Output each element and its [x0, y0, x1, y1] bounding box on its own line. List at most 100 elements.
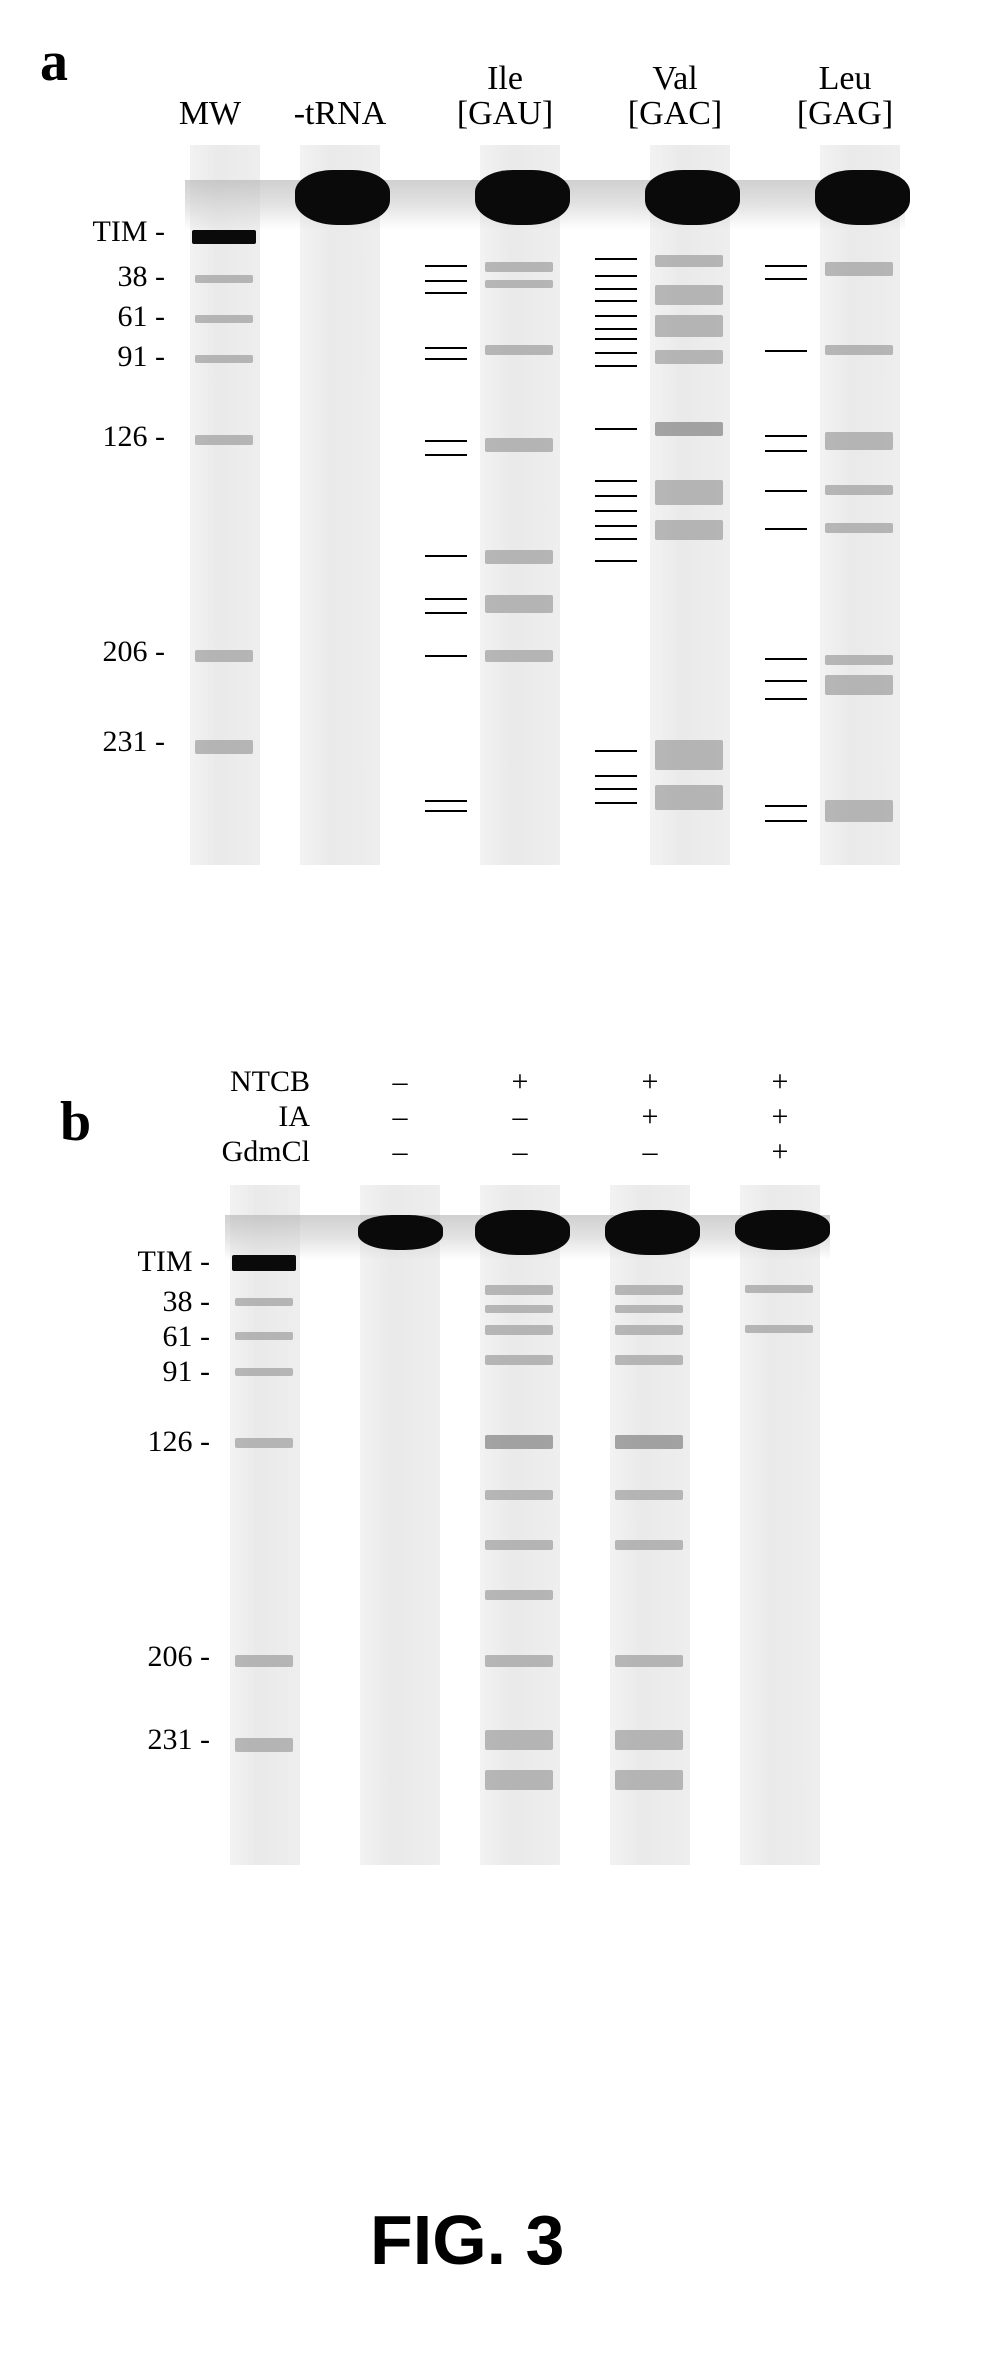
- val-mark: [595, 525, 637, 527]
- l2-band: [485, 1325, 553, 1335]
- l3-band: [615, 1540, 683, 1550]
- leu-band: [825, 262, 893, 276]
- mw-band-b: [235, 1738, 293, 1752]
- val-band: [655, 785, 723, 810]
- mw-band-b: [235, 1655, 293, 1667]
- val-mark: [595, 788, 637, 790]
- mw-band-b: [235, 1368, 293, 1376]
- leu-mark: [765, 278, 807, 280]
- cond-sign: +: [620, 1100, 680, 1134]
- val-mark: [595, 328, 637, 330]
- gel-bg-neg: [300, 145, 380, 865]
- lane-header-mw: MW: [170, 95, 250, 133]
- ile-band: [485, 345, 553, 355]
- l3-band: [615, 1730, 683, 1750]
- cond-sign: –: [370, 1065, 430, 1099]
- mw-label-61-b: 61 -: [115, 1320, 210, 1354]
- leu-mark: [765, 435, 807, 437]
- mw-band: [195, 650, 253, 662]
- l2-band: [485, 1355, 553, 1365]
- top-blob-val: [645, 170, 740, 225]
- mw-band-b: [235, 1298, 293, 1306]
- ile-mark: [425, 358, 467, 360]
- lane-header-val-bottom: [GAC]: [620, 95, 730, 133]
- mw-label-231: 231 -: [65, 725, 165, 759]
- val-mark: [595, 775, 637, 777]
- val-mark: [595, 750, 637, 752]
- lane-header-neg-trna: -tRNA: [280, 95, 400, 133]
- leu-band: [825, 485, 893, 495]
- mw-label-206-b: 206 -: [100, 1640, 210, 1674]
- gel-bg-mw-b: [230, 1185, 300, 1865]
- panel-b: b NTCB IA GdmCl – – – + – – + + – + + + …: [0, 1060, 982, 1960]
- mw-label-61: 61 -: [80, 300, 165, 334]
- val-band: [655, 422, 723, 436]
- ile-mark: [425, 292, 467, 294]
- val-mark: [595, 300, 637, 302]
- mw-band-b: [235, 1332, 293, 1340]
- val-mark: [595, 365, 637, 367]
- leu-mark: [765, 528, 807, 530]
- leu-mark: [765, 820, 807, 822]
- cond-sign: +: [490, 1065, 550, 1099]
- l3-band: [615, 1435, 683, 1449]
- l4-band: [745, 1285, 813, 1293]
- val-band: [655, 350, 723, 364]
- ile-mark: [425, 440, 467, 442]
- cond-sign: +: [750, 1065, 810, 1099]
- mw-band: [195, 275, 253, 283]
- cond-sign: +: [750, 1135, 810, 1169]
- val-band: [655, 480, 723, 505]
- leu-mark: [765, 680, 807, 682]
- ile-mark: [425, 598, 467, 600]
- mw-band: [195, 435, 253, 445]
- top-blob-neg: [295, 170, 390, 225]
- ile-band: [485, 438, 553, 452]
- mw-label-91: 91 -: [80, 340, 165, 374]
- cond-sign: –: [620, 1135, 680, 1169]
- lane-header-leu-top: Leu: [790, 60, 900, 98]
- leu-band: [825, 345, 893, 355]
- ile-mark: [425, 612, 467, 614]
- l3-band: [615, 1655, 683, 1667]
- val-mark: [595, 288, 637, 290]
- l4-band: [745, 1325, 813, 1333]
- ile-mark: [425, 265, 467, 267]
- ile-mark: [425, 555, 467, 557]
- val-mark: [595, 802, 637, 804]
- l2-band: [485, 1770, 553, 1790]
- mw-label-tim-b: TIM -: [115, 1245, 210, 1279]
- gel-bg-leu: [820, 145, 900, 865]
- val-mark: [595, 495, 637, 497]
- cond-label-gdmcl: GdmCl: [180, 1135, 310, 1169]
- leu-mark: [765, 350, 807, 352]
- lane-header-leu-bottom: [GAG]: [790, 95, 900, 133]
- ile-mark: [425, 655, 467, 657]
- val-mark: [595, 352, 637, 354]
- val-mark: [595, 538, 637, 540]
- lane-header-ile-top: Ile: [450, 60, 560, 98]
- val-mark: [595, 510, 637, 512]
- l3-band: [615, 1490, 683, 1500]
- val-mark: [595, 480, 637, 482]
- val-mark: [595, 315, 637, 317]
- gel-bg-mw: [190, 145, 260, 865]
- l2-band: [485, 1590, 553, 1600]
- mw-label-91-b: 91 -: [115, 1355, 210, 1389]
- mw-band: [195, 355, 253, 363]
- cond-label-ia: IA: [180, 1100, 310, 1134]
- mw-band: [195, 315, 253, 323]
- mw-label-38-b: 38 -: [115, 1285, 210, 1319]
- cond-sign: +: [620, 1065, 680, 1099]
- mw-label-231-b: 231 -: [100, 1723, 210, 1757]
- val-mark: [595, 275, 637, 277]
- ile-band: [485, 280, 553, 288]
- mw-label-126-b: 126 -: [100, 1425, 210, 1459]
- mw-band: [192, 230, 256, 244]
- mw-label-38: 38 -: [80, 260, 165, 294]
- l2-band: [485, 1285, 553, 1295]
- mw-band: [195, 740, 253, 754]
- val-mark: [595, 560, 637, 562]
- top-blob-leu: [815, 170, 910, 225]
- figure-caption: FIG. 3: [370, 2200, 564, 2280]
